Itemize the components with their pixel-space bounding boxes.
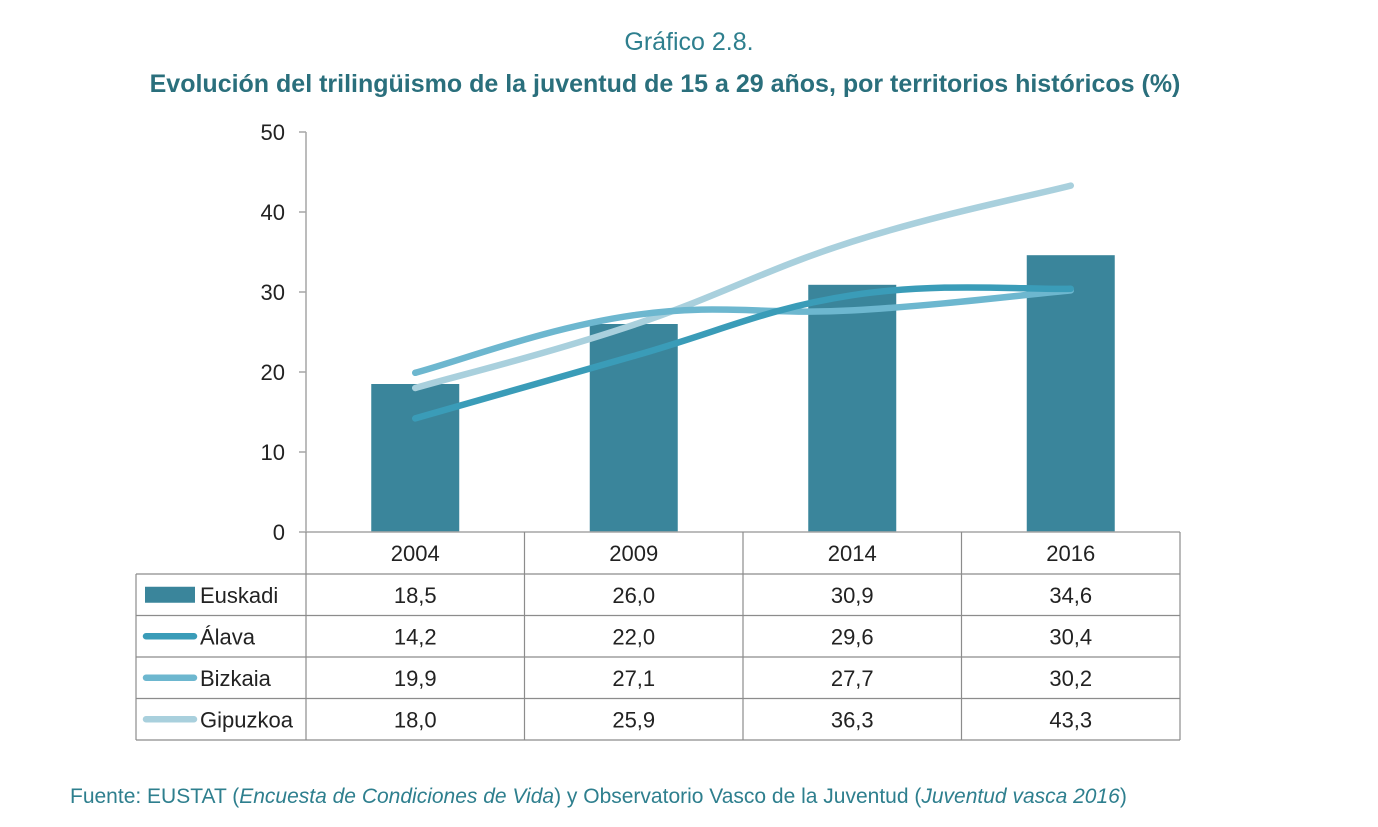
chart: 0 10 20 30 40 50 2004 2009 2014 2016 Euskadi 18,5 26… (135, 120, 1181, 741)
y-tick-label: 40 (261, 200, 285, 225)
line-bizkaia (412, 287, 1074, 377)
bar-euskadi-2016 (1026, 255, 1115, 532)
source-suffix: ) (1119, 785, 1127, 808)
legend-label-gipuzkoa: Gipuzkoa (200, 707, 294, 732)
data-label: 25,9 (612, 707, 655, 732)
line-gipuzkoa (412, 182, 1074, 392)
legend-label-bizkaia: Bizkaia (200, 666, 272, 691)
y-tick-label: 50 (261, 120, 285, 145)
data-label: 22,0 (612, 624, 655, 649)
chart-supertitle: Gráfico 2.8. (624, 28, 754, 56)
data-label: 30,2 (1049, 666, 1092, 691)
y-tick-label: 30 (261, 280, 285, 305)
data-label: 19,9 (394, 666, 437, 691)
source-prefix: Fuente: EUSTAT ( (70, 785, 240, 808)
line-álava (412, 284, 1074, 422)
source-middle: ) y Observatorio Vasco de la Juventud ( (554, 785, 922, 808)
x-category-label: 2009 (609, 541, 658, 566)
x-category-label: 2014 (828, 541, 877, 566)
data-label: 26,0 (612, 583, 655, 608)
source-report: Juventud vasca 2016 (921, 785, 1120, 808)
data-label: 14,2 (394, 624, 437, 649)
data-label: 18,5 (394, 583, 437, 608)
data-label: 27,1 (612, 666, 655, 691)
bar-euskadi-2004 (371, 384, 460, 532)
legend-key-euskadi (145, 586, 195, 603)
data-label: 43,3 (1049, 707, 1092, 732)
y-tick-label: 10 (261, 440, 285, 465)
data-label: 18,0 (394, 707, 437, 732)
bar-euskadi-2014 (808, 284, 897, 532)
data-label: 30,9 (831, 583, 874, 608)
x-category-label: 2016 (1046, 541, 1095, 566)
y-tick-label: 0 (273, 520, 285, 545)
legend-label-álava: Álava (200, 624, 256, 649)
data-label: 27,7 (831, 666, 874, 691)
source-note: Fuente: EUSTAT (Encuesta de Condiciones … (70, 785, 1127, 809)
data-label: 30,4 (1049, 624, 1092, 649)
y-tick-label: 20 (261, 360, 285, 385)
data-label: 29,6 (831, 624, 874, 649)
chart-title: Evolución del trilingüismo de la juventu… (149, 70, 1181, 98)
source-survey: Encuesta de Condiciones de Vida (239, 785, 555, 808)
x-category-label: 2004 (391, 541, 440, 566)
data-label: 36,3 (831, 707, 874, 732)
legend-label-euskadi: Euskadi (200, 583, 278, 608)
data-label: 34,6 (1049, 583, 1092, 608)
